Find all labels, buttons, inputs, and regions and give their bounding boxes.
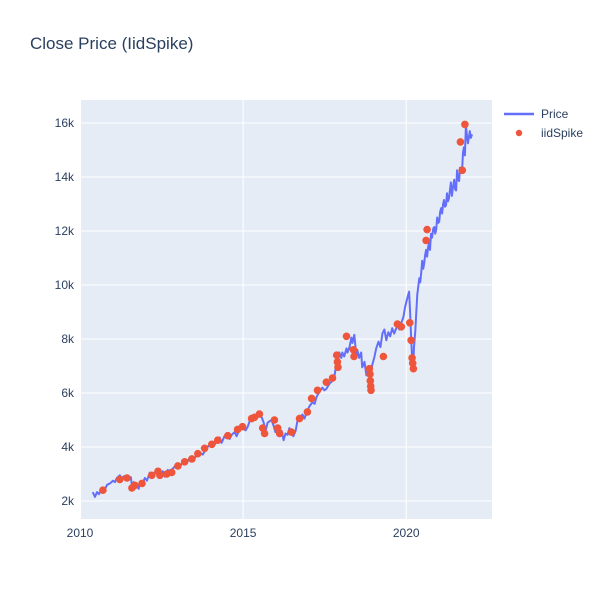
iidspike-marker	[313, 386, 322, 395]
iidspike-marker	[422, 236, 430, 245]
y-tick-label: 8k	[61, 332, 75, 346]
iidspike-marker	[174, 462, 182, 470]
y-tick-label: 16k	[55, 116, 75, 130]
iidspike-marker	[260, 429, 269, 438]
iidspike-marker	[328, 374, 337, 382]
iidspike-marker	[461, 120, 469, 129]
iidspike-marker	[148, 471, 156, 480]
iidspike-marker	[224, 431, 232, 440]
iidspike-marker	[213, 436, 222, 445]
y-tick-label: 4k	[61, 440, 75, 454]
legend: Price iidSpike	[502, 104, 583, 142]
iidspike-marker-swatch	[515, 129, 523, 136]
iidspike-marker	[342, 332, 351, 341]
iidspike-marker	[349, 346, 358, 354]
iidspike-marker	[208, 440, 216, 449]
iidspike-marker	[456, 138, 465, 146]
iidspike-marker	[138, 479, 146, 488]
iidspike-marker	[379, 352, 388, 361]
iidspike-marker	[123, 474, 131, 482]
legend-label-iidspike: iidSpike	[541, 125, 584, 140]
y-tick-label: 10k	[55, 278, 75, 292]
iidspike-marker	[200, 444, 209, 453]
price-line-swatch	[504, 112, 534, 115]
x-tick-label: 2020	[393, 526, 420, 540]
iidspike-marker	[350, 352, 358, 361]
iidspike-marker	[366, 377, 375, 385]
iidspike-marker	[332, 351, 341, 360]
iidspike-marker	[406, 319, 414, 327]
y-tick-label: 12k	[55, 224, 75, 238]
legend-item-price[interactable]: Price	[502, 104, 583, 123]
chart-title: Close Price (IidSpike)	[30, 34, 194, 53]
iidspike-marker	[238, 422, 247, 431]
y-tick-label: 14k	[55, 170, 75, 184]
iidspike-marker	[322, 378, 331, 387]
legend-label-price: Price	[541, 106, 569, 121]
iidspike-marker	[131, 481, 139, 490]
iidspike-marker	[367, 386, 375, 395]
x-tick-label: 2010	[67, 526, 94, 540]
iidspike-marker	[407, 336, 415, 345]
plot-background[interactable]	[81, 100, 492, 519]
iidspike-marker	[334, 363, 342, 372]
iidspike-marker	[255, 410, 264, 418]
iidspike-marker	[188, 455, 196, 463]
iidspike-marker	[156, 471, 164, 480]
x-tick-label: 2015	[230, 526, 257, 540]
iidspike-marker	[180, 458, 189, 466]
iidspike-marker	[287, 428, 296, 436]
iidspike-marker	[275, 429, 284, 438]
y-tick-label: 6k	[61, 386, 75, 400]
iidspike-marker	[167, 468, 176, 477]
iidspike-marker	[307, 394, 316, 403]
iidspike-marker	[303, 408, 312, 416]
legend-item-iidspike[interactable]: iidSpike	[502, 123, 583, 142]
iidspike-marker	[458, 166, 467, 175]
iidspike-marker	[116, 475, 124, 484]
iidspike-marker	[397, 323, 406, 331]
iidspike-marker	[423, 225, 431, 234]
iidspike-marker	[366, 370, 374, 378]
iidspike-marker	[194, 449, 202, 458]
y-tick-label: 2k	[61, 494, 75, 508]
iidspike-marker	[295, 414, 304, 423]
iidspike-marker	[270, 416, 279, 424]
iidspike-marker	[409, 364, 418, 373]
iidspike-marker	[99, 486, 107, 495]
